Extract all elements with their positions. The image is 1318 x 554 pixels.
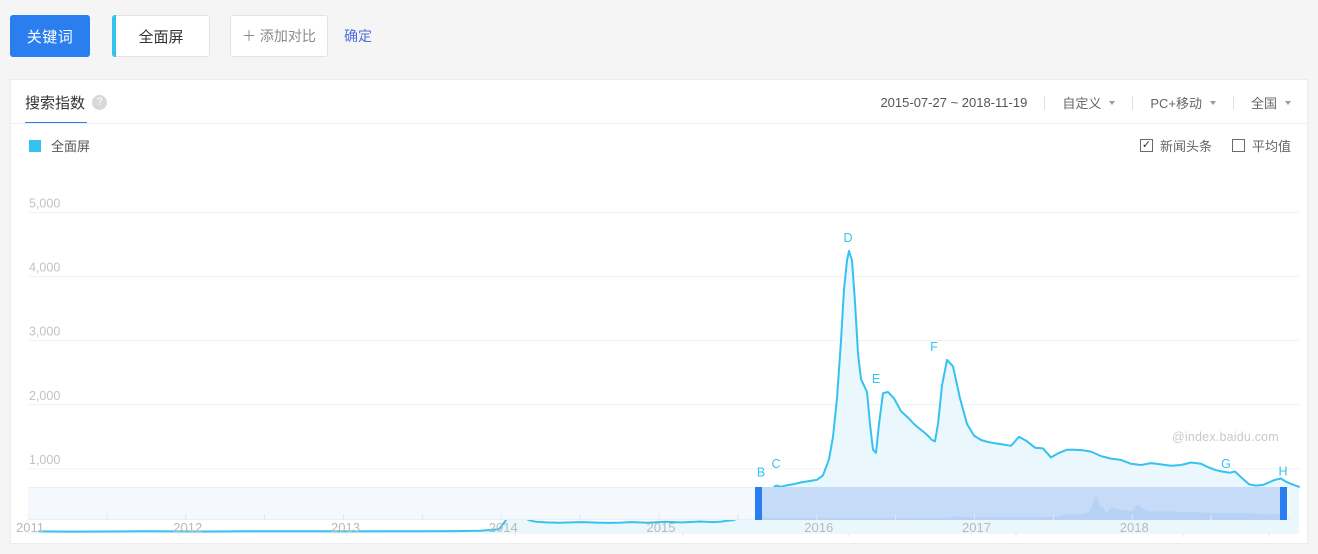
device-select[interactable]: PC+移动 bbox=[1150, 93, 1216, 112]
year-label: 2015 bbox=[646, 520, 676, 535]
legend-row: 全面屏 ✓ 新闻头条 平均值 bbox=[11, 124, 1307, 162]
checkbox-news-label: 新闻头条 bbox=[1159, 139, 1212, 154]
year-label: 2011 bbox=[16, 520, 44, 535]
divider bbox=[1132, 95, 1134, 110]
keyword-button[interactable]: 关键词 bbox=[10, 15, 90, 57]
svg-text:B: B bbox=[757, 466, 765, 480]
term-chip-label: 全面屏 bbox=[138, 28, 184, 46]
svg-text:2016-01-04: 2016-01-04 bbox=[147, 541, 211, 543]
svg-text:F: F bbox=[930, 340, 938, 354]
range-handle-right[interactable] bbox=[1280, 487, 1287, 520]
tab-search-index[interactable]: 搜索指数 ? bbox=[25, 92, 108, 113]
period-select-label: 自定义 bbox=[1062, 96, 1102, 111]
svg-text:5,000: 5,000 bbox=[29, 196, 60, 210]
svg-text:C: C bbox=[771, 457, 780, 471]
svg-text:3,000: 3,000 bbox=[29, 325, 60, 339]
svg-text:H: H bbox=[1278, 464, 1287, 478]
term-accent-bar bbox=[112, 15, 116, 57]
header-divider bbox=[11, 123, 1307, 124]
period-select[interactable]: 自定义 bbox=[1062, 93, 1116, 112]
divider bbox=[1044, 95, 1046, 110]
legend-toggles: ✓ 新闻头条 平均值 bbox=[1120, 136, 1291, 155]
svg-text:D: D bbox=[843, 231, 852, 245]
year-label: 2012 bbox=[173, 520, 203, 535]
top-toolbar: 关键词 全面屏 ＋ 添加对比 确定 bbox=[0, 0, 1318, 71]
chevron-down-icon bbox=[1285, 100, 1291, 105]
checkbox-average-label: 平均值 bbox=[1251, 139, 1291, 154]
svg-text:1,000: 1,000 bbox=[29, 453, 60, 467]
tab-search-index-label: 搜索指数 bbox=[25, 95, 86, 112]
checkbox-news-headlines[interactable]: ✓ 新闻头条 bbox=[1139, 136, 1212, 155]
svg-text:2017-05-01: 2017-05-01 bbox=[651, 541, 715, 543]
svg-text:2,000: 2,000 bbox=[29, 389, 60, 403]
divider bbox=[1232, 95, 1234, 110]
svg-text:4,000: 4,000 bbox=[29, 261, 60, 275]
legend-color-swatch bbox=[29, 139, 41, 152]
region-select-label: 全国 bbox=[1250, 96, 1277, 111]
search-index-line-chart: 1,0002,0003,0004,0005,000ABCDEFGH2016-01… bbox=[29, 196, 1301, 543]
year-label: 2018 bbox=[1119, 520, 1149, 535]
svg-text:2017-10-09: 2017-10-09 bbox=[817, 541, 881, 543]
svg-text:2016-11-21: 2016-11-21 bbox=[483, 541, 546, 543]
add-compare-button[interactable]: ＋ 添加对比 bbox=[230, 15, 328, 57]
chevron-down-icon bbox=[1209, 100, 1216, 105]
chevron-down-icon bbox=[1109, 100, 1116, 105]
legend-series-label: 全面屏 bbox=[51, 139, 91, 154]
svg-text:E: E bbox=[872, 372, 880, 386]
year-label: 2014 bbox=[488, 520, 518, 535]
help-icon[interactable]: ? bbox=[92, 95, 108, 110]
checkbox-average[interactable]: 平均值 bbox=[1231, 136, 1291, 155]
index-card: 搜索指数 ? 2015-07-27 ~ 2018-11-19 自定义 PC+移动 bbox=[10, 79, 1308, 544]
search-term-chip[interactable]: 全面屏 bbox=[112, 15, 210, 57]
checkbox-news-box: ✓ bbox=[1139, 139, 1153, 152]
year-label: 2017 bbox=[962, 520, 991, 535]
header-controls: 2015-07-27 ~ 2018-11-19 自定义 PC+移动 全国 bbox=[880, 93, 1291, 112]
svg-text:G: G bbox=[1221, 457, 1231, 471]
svg-text:2018-03-19: 2018-03-19 bbox=[984, 541, 1048, 543]
range-year-axis: 2011 2012 2013 2014 2015 2016 2017 2018 bbox=[0, 520, 1318, 554]
svg-text:2018-08-27: 2018-08-27 bbox=[1151, 541, 1215, 543]
svg-text:2018-11-19: 2018-11-19 bbox=[1237, 541, 1300, 543]
svg-text:2016-06-13: 2016-06-13 bbox=[315, 541, 379, 543]
date-range-display[interactable]: 2015-07-27 ~ 2018-11-19 bbox=[880, 95, 1028, 110]
card-header: 搜索指数 ? 2015-07-27 ~ 2018-11-19 自定义 PC+移动 bbox=[11, 80, 1307, 124]
range-handle-left[interactable] bbox=[755, 487, 762, 520]
year-label: 2013 bbox=[331, 520, 360, 535]
confirm-button[interactable]: 确定 bbox=[344, 28, 372, 44]
device-select-label: PC+移动 bbox=[1150, 96, 1202, 111]
checkbox-average-box bbox=[1231, 139, 1245, 152]
chart-area[interactable]: 1,0002,0003,0004,0005,000ABCDEFGH2016-01… bbox=[11, 162, 1307, 543]
legend-item-series[interactable]: 全面屏 bbox=[29, 136, 90, 155]
region-select[interactable]: 全国 bbox=[1251, 93, 1291, 112]
year-label: 2016 bbox=[804, 520, 834, 535]
time-range-slider[interactable] bbox=[28, 487, 1290, 520]
range-mini-chart bbox=[28, 497, 1290, 520]
